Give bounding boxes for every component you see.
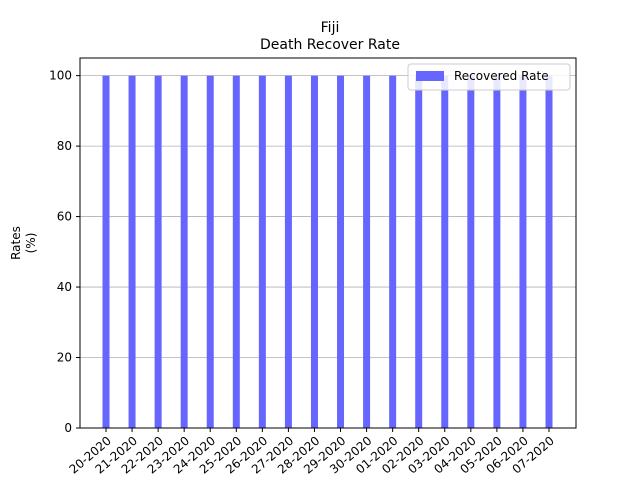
bar (467, 75, 475, 428)
y-tick-label: 0 (64, 421, 72, 435)
bar (519, 75, 527, 428)
x-axis: 20-202021-202022-202023-202024-202025-20… (67, 428, 557, 477)
bar (154, 75, 162, 428)
legend: Recovered Rate (407, 63, 571, 91)
y-tick-label: 100 (49, 69, 72, 83)
y-axis-label: Rates (9, 226, 23, 260)
chart-title: Fiji (321, 20, 340, 36)
y-tick-label: 60 (57, 210, 72, 224)
gridlines (80, 75, 576, 358)
chart-subtitle: Death Recover Rate (260, 37, 400, 53)
legend-box (407, 63, 571, 91)
bar (310, 75, 318, 428)
bar (337, 75, 345, 428)
bar (415, 75, 423, 428)
y-tick-label: 40 (57, 280, 72, 294)
bar (363, 75, 371, 428)
bar (284, 75, 292, 428)
y-axis: 0 20 40 60 80 100 (49, 69, 80, 435)
y-tick-label: 20 (57, 351, 72, 365)
bar (493, 75, 501, 428)
bar (232, 75, 240, 428)
plot-frame (79, 57, 577, 429)
bar (441, 75, 449, 428)
bar (180, 75, 188, 428)
bars (102, 75, 553, 428)
bar (389, 75, 397, 428)
legend-label: Recovered Rate (454, 69, 549, 83)
bar (545, 75, 553, 428)
bar (206, 75, 214, 428)
y-tick-label: 80 (57, 139, 72, 153)
bar (102, 75, 110, 428)
bar (258, 75, 266, 428)
bar (128, 75, 136, 428)
y-axis-unit: (%) (24, 233, 38, 254)
legend-swatch (416, 71, 444, 81)
